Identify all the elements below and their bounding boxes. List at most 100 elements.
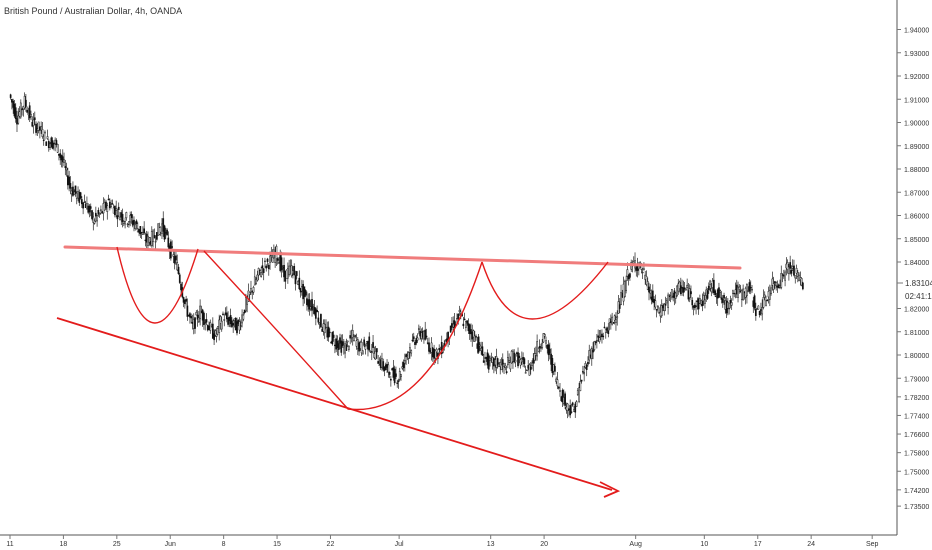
candle: [425, 328, 428, 340]
candle-body: [498, 363, 500, 367]
candle-body: [751, 289, 753, 291]
candle: [648, 282, 650, 301]
candle-body: [206, 325, 209, 331]
candle-body: [607, 330, 610, 335]
candle: [25, 93, 27, 112]
candle-body: [643, 268, 645, 270]
candle-body: [598, 337, 601, 343]
candle-body: [289, 266, 292, 268]
x-tick-label: 24: [807, 541, 815, 548]
candle: [172, 249, 175, 264]
candle-body: [264, 260, 266, 263]
candle: [651, 284, 654, 304]
candle: [250, 280, 252, 295]
candle: [337, 339, 340, 356]
candle: [64, 159, 67, 176]
x-tick-label: 25: [113, 541, 121, 548]
candle-body: [752, 300, 755, 307]
candle-body: [145, 233, 148, 243]
candle: [322, 319, 325, 336]
candle-body: [654, 300, 657, 308]
candle: [382, 358, 385, 372]
candle-body: [528, 364, 531, 376]
candle-body: [106, 205, 109, 212]
candle: [148, 236, 151, 247]
candle: [334, 338, 336, 354]
candle: [203, 311, 205, 330]
candle: [227, 311, 229, 327]
candle-body: [540, 347, 542, 349]
candle-body: [742, 288, 744, 301]
candle-body: [26, 109, 29, 113]
candle: [199, 299, 201, 326]
candle: [70, 187, 73, 202]
candle-body: [560, 396, 563, 401]
candle: [604, 328, 607, 339]
candle: [540, 343, 542, 352]
candle-body: [77, 190, 79, 199]
candle-body: [518, 355, 521, 358]
candle-body: [243, 309, 246, 313]
candle: [12, 98, 15, 114]
x-tick-label: 10: [700, 541, 708, 548]
candle-body: [596, 340, 598, 342]
candle-body: [514, 359, 517, 363]
candle-body: [699, 298, 701, 304]
candle: [720, 291, 723, 304]
candle: [727, 297, 729, 316]
candle: [705, 286, 708, 302]
candle-body: [493, 358, 495, 367]
candle-body: [330, 342, 332, 344]
candle-body: [337, 343, 340, 350]
candle-body: [251, 290, 254, 293]
candle-body: [584, 362, 587, 368]
candle-body: [775, 281, 778, 287]
candle-body: [798, 274, 800, 282]
candle: [699, 294, 701, 304]
candle-body: [651, 290, 654, 303]
candle: [346, 340, 349, 348]
candle-body: [687, 290, 690, 300]
candle: [242, 312, 245, 322]
candle: [452, 316, 455, 332]
candle-body: [663, 303, 666, 312]
candle-body: [570, 411, 573, 413]
candle: [772, 276, 775, 294]
candle-body: [228, 317, 231, 322]
candle-body: [657, 305, 659, 309]
candle-body: [555, 378, 558, 382]
candle-body: [102, 203, 105, 214]
candle-body: [138, 229, 140, 233]
candle-body: [757, 305, 760, 310]
candle-body: [148, 237, 151, 243]
neckline-trendline: [63, 245, 742, 270]
candle-body: [327, 326, 330, 338]
candle: [140, 231, 143, 240]
candle-body: [496, 358, 499, 366]
candle: [220, 316, 223, 332]
candle: [133, 216, 135, 232]
candle: [740, 288, 743, 307]
candle: [510, 349, 513, 364]
y-tick-label: 1.81000: [904, 330, 929, 337]
candle-body: [796, 272, 799, 277]
candle: [697, 297, 700, 315]
candle-body: [419, 330, 421, 337]
candle-body: [791, 266, 794, 269]
candle: [528, 363, 531, 376]
candle-body: [473, 335, 476, 342]
candle: [185, 295, 187, 306]
candle: [287, 262, 289, 284]
candle: [225, 306, 228, 323]
candle-body: [458, 310, 461, 312]
candle: [191, 314, 194, 330]
candle-body: [648, 286, 650, 293]
candle: [60, 154, 63, 168]
candle-body: [59, 153, 62, 158]
candle-body: [129, 215, 132, 223]
candle: [579, 374, 582, 392]
candle-body: [768, 289, 771, 300]
candle: [695, 300, 697, 315]
candle: [86, 196, 88, 210]
